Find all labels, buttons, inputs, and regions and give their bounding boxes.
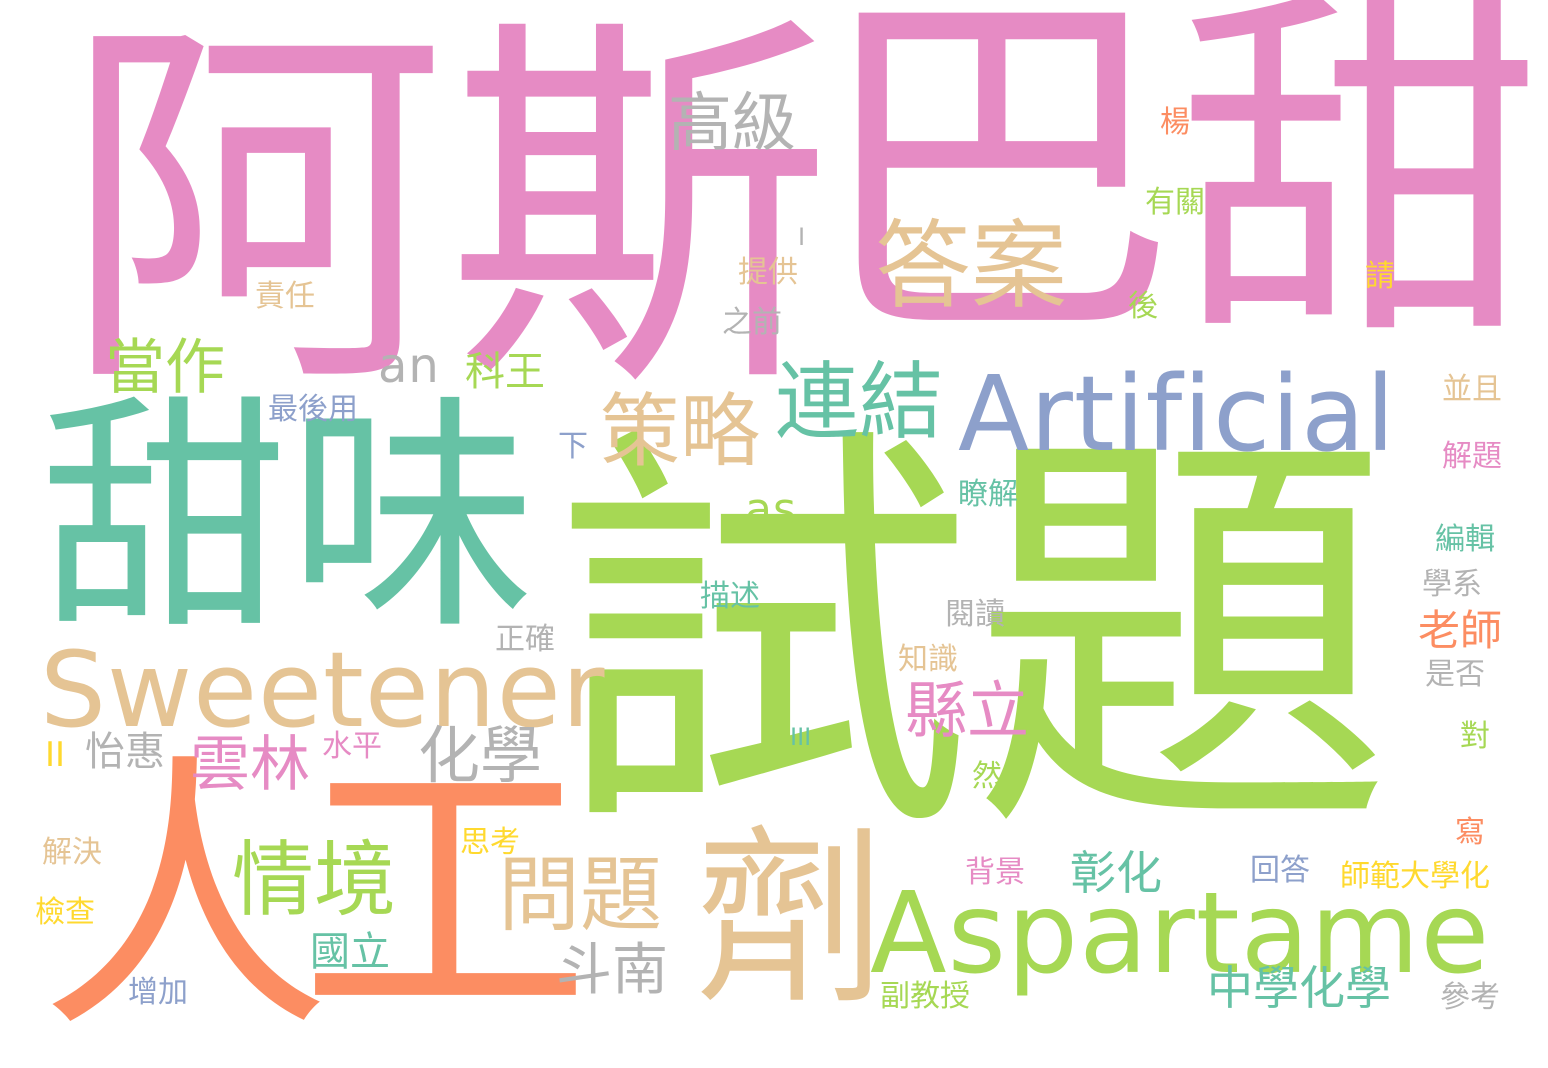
word-da-an: 答案 [875,210,1067,322]
word-qing-jing: 情境 [232,833,397,928]
word-jie-ti: 解題 [1442,439,1502,474]
word-xie: 寫 [1455,815,1485,850]
word-ze-ren: 責任 [255,279,315,314]
word-xian-li: 縣立 [905,674,1030,747]
word-liao-jie: 瞭解 [958,477,1018,512]
word-jie-jue: 解決 [42,835,102,870]
word-you-guan: 有關 [1145,185,1205,220]
word-shui-ping: 水平 [322,729,382,764]
word-xia: 下 [558,429,588,464]
word-qing: 請 [1365,259,1395,294]
word-yue-du: 閱讀 [945,597,1005,632]
word-zhang-hua: 彰化 [1070,846,1162,900]
word-dui: 對 [1460,719,1490,754]
word-fu-jiao-shou: 副教授 [880,979,970,1014]
word-hou: 後 [1128,289,1158,324]
word-ce-lue: 策略 [600,385,760,478]
word-can-kao: 參考 [1440,980,1500,1015]
word-i: I [798,223,806,251]
word-dang-zuo: 當作 [105,333,225,403]
word-sweetener: Sweetener [40,629,606,751]
word-aspartame: Aspartame [870,869,1491,999]
word-ren: 人 [40,731,330,1068]
word-artificial: Artificial [958,353,1396,475]
word-a-si: 阿斯 [62,0,832,434]
word-wen-ti: 問題 [498,848,663,943]
word-gao-ji: 高級 [668,87,796,161]
word-guo-li: 國立 [310,929,390,975]
word-xue-xi: 學系 [1422,567,1482,602]
word-as: as [745,484,797,535]
word-gong: 工 [300,726,590,1063]
word-zheng-que: 正確 [495,622,555,657]
word-bing-qie: 並且 [1442,372,1502,407]
word-tian-wei: 甜味 [40,375,536,663]
word-ti-gong: 提供 [738,255,798,290]
word-jian-cha: 檢查 [35,895,95,930]
word-hui-da: 回答 [1250,853,1310,888]
word-shi-fou: 是否 [1425,657,1485,692]
word-ji: 劑 [695,809,886,1030]
word-shi-ti: 試題 [552,395,1392,884]
word-yun-lin: 雲林 [190,730,310,800]
word-zui-hou-yong: 最後用 [268,392,358,427]
word-lian-jie: 連結 [775,353,944,451]
word-shi-fan: 師範大學化 [1340,859,1490,894]
word-bei-jing: 背景 [965,855,1025,890]
word-zeng-jia: 增加 [128,975,188,1010]
word-hua-xue: 化學 [418,719,543,792]
word-zhi-qian: 之前 [722,305,782,340]
word-yang: 楊 [1160,105,1190,140]
word-zhi-shi: 知識 [898,642,958,677]
word-yi-hui: 怡惠 [85,729,165,775]
word-dou-nan: 斗南 [556,938,668,1003]
word-ii: II [45,735,66,775]
word-ke-wang: 科王 [465,349,545,395]
word-miao-shu: 描述 [700,579,760,614]
word-lao-shi: 老師 [1418,606,1503,655]
word-si-kao: 思考 [460,825,520,860]
word-ba-tian: 巴甜 [812,0,1542,385]
word-an: an [378,338,440,394]
word-zhong-xue-hua-xue: 中學化學 [1207,961,1391,1015]
word-iii: III [790,723,812,751]
word-bian-ji: 編輯 [1435,522,1495,557]
word-ran: 然 [972,759,1002,794]
